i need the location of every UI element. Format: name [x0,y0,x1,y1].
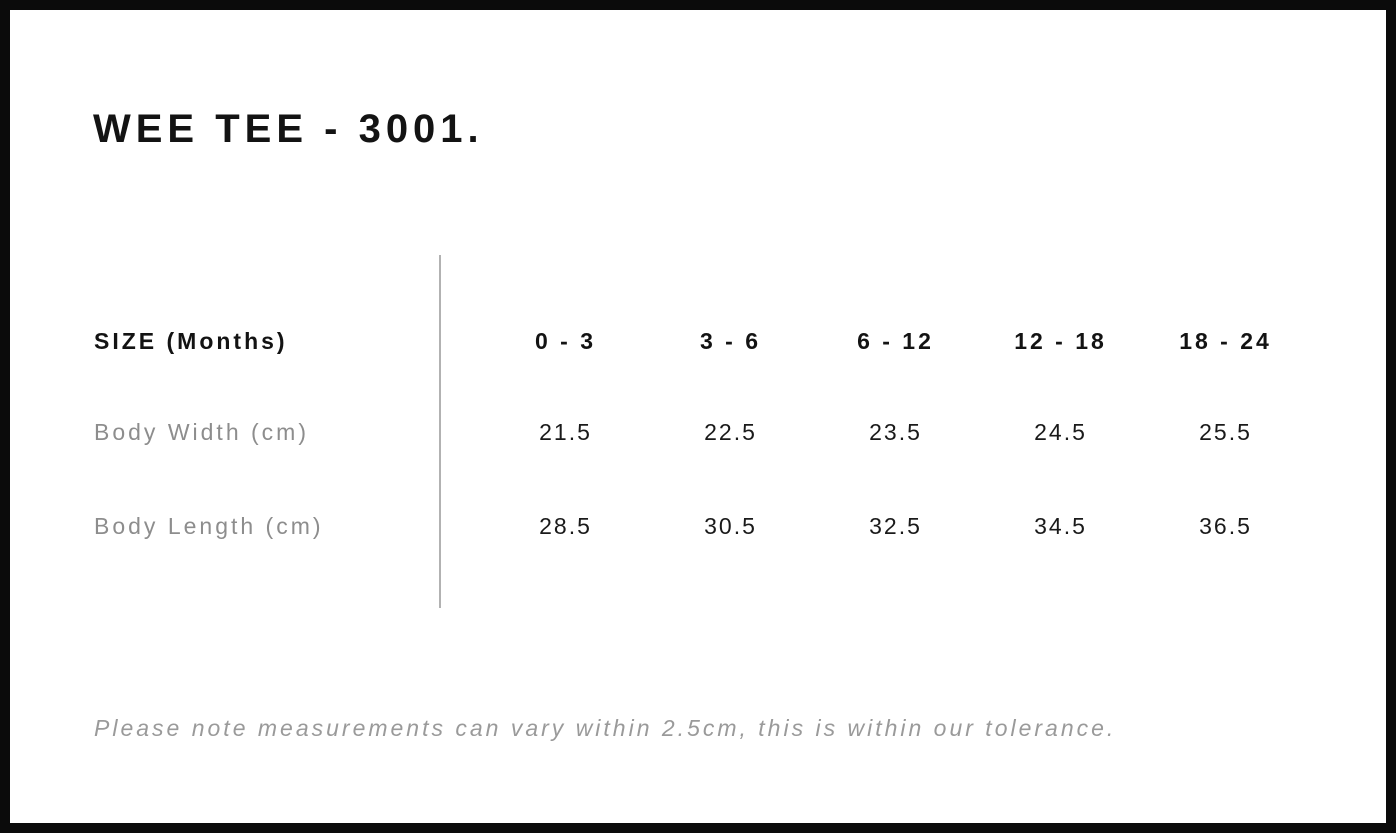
table-row-body-width: Body Width (cm) 21.5 22.5 23.5 24.5 25.5 [94,402,1308,462]
body-width-value-6-12: 23.5 [869,419,922,445]
body-length-value-0-3: 28.5 [539,513,592,539]
size-header-row: SIZE (Months) 0 - 3 3 - 6 6 - 12 12 - 18… [94,311,1308,371]
column-header-3-6: 3 - 6 [699,328,762,354]
column-header-12-18: 12 - 18 [1014,328,1107,354]
body-width-value-18-24: 25.5 [1199,419,1252,445]
table-row-body-length: Body Length (cm) 28.5 30.5 32.5 34.5 36.… [94,496,1308,556]
table-divider [439,255,441,608]
column-header-18-24: 18 - 24 [1179,328,1272,354]
body-width-value-12-18: 24.5 [1034,419,1087,445]
tolerance-note: Please note measurements can vary within… [94,715,1117,741]
column-header-0-3: 0 - 3 [534,328,597,354]
body-length-value-3-6: 30.5 [704,513,757,539]
size-column-label: SIZE (Months) [94,328,288,354]
row-label-body-width: Body Width (cm) [94,419,309,445]
body-width-value-0-3: 21.5 [539,419,592,445]
page-title: WEE TEE - 3001. [93,107,484,151]
body-length-value-12-18: 34.5 [1034,513,1087,539]
row-label-body-length: Body Length (cm) [94,513,324,539]
body-length-value-18-24: 36.5 [1199,513,1252,539]
column-header-6-12: 6 - 12 [857,328,934,354]
body-length-value-6-12: 32.5 [869,513,922,539]
body-width-value-3-6: 22.5 [704,419,757,445]
